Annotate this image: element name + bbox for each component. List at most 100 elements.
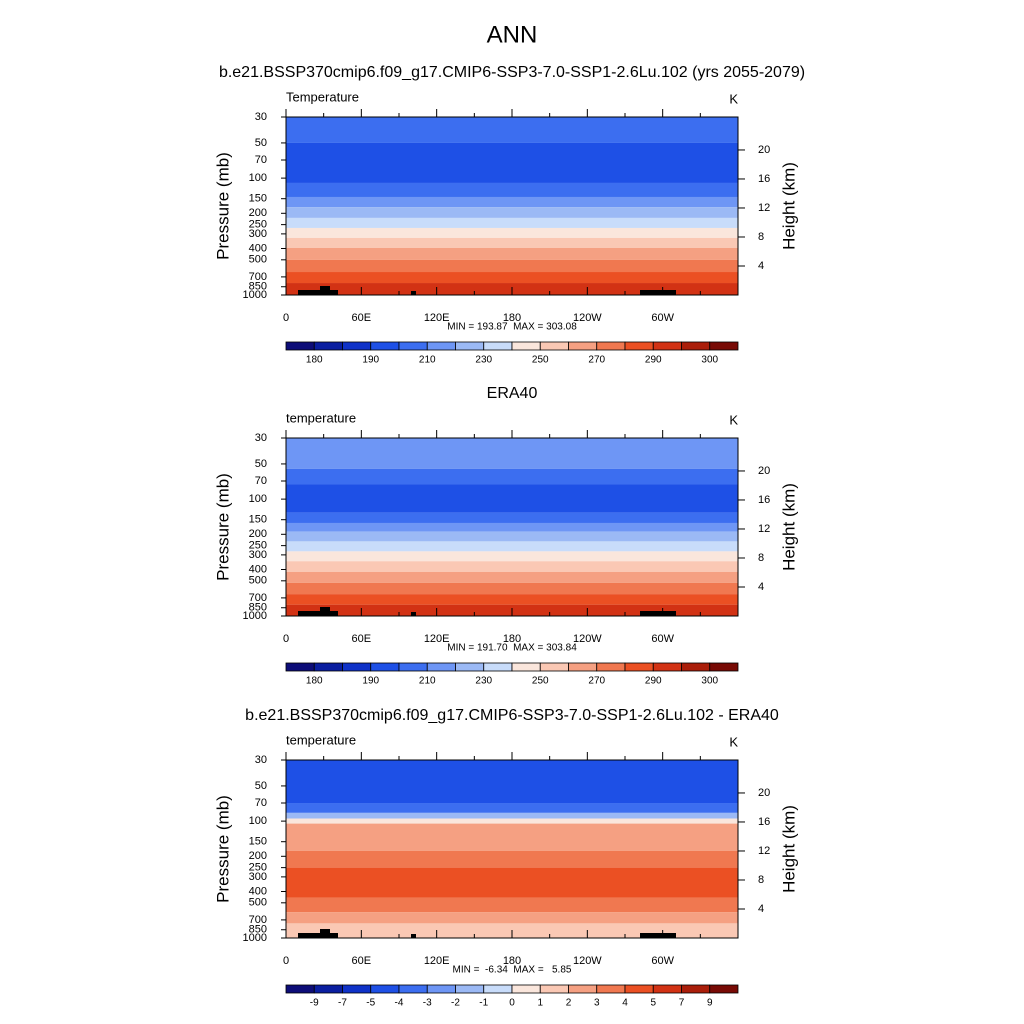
contour-band — [286, 561, 738, 572]
colorbar-label: 190 — [362, 355, 379, 366]
y2-tick-label: 16 — [758, 816, 770, 828]
contour-band — [286, 582, 738, 595]
x-tick-label: 0 — [283, 633, 289, 645]
y2-tick-label: 16 — [758, 494, 770, 506]
colorbar-label: 300 — [701, 355, 718, 366]
colorbar-box — [709, 341, 739, 351]
colorbar-box — [624, 341, 654, 351]
y-tick-label: 70 — [255, 797, 267, 809]
colorbar-box — [596, 341, 626, 351]
contour-band — [286, 912, 738, 924]
colorbar-box — [652, 984, 682, 994]
y2-axis-label: Height (km) — [779, 805, 798, 893]
contour-band — [286, 850, 738, 868]
x-tick-label: 120W — [573, 633, 602, 645]
y-tick-label: 200 — [249, 850, 267, 862]
y-tick-label: 200 — [249, 528, 267, 540]
colorbar-box — [455, 341, 485, 351]
colorbar-box — [568, 984, 598, 994]
contour-band — [286, 571, 738, 583]
y-tick-label: 30 — [255, 432, 267, 444]
colorbar-box — [313, 984, 343, 994]
colorbar-label: 230 — [475, 676, 492, 687]
y-tick-label: 1000 — [243, 289, 267, 301]
colorbar-box — [624, 662, 654, 672]
y-axis-label: Pressure (mb) — [213, 152, 232, 260]
y-tick-label: 50 — [255, 780, 267, 792]
y-tick-label: 250 — [249, 219, 267, 231]
colorbar-box — [539, 341, 569, 351]
min-max-label: MIN = 191.70 MAX = 303.84 — [447, 643, 577, 654]
topography — [320, 286, 330, 295]
topography — [411, 612, 416, 616]
colorbar-label: 290 — [645, 676, 662, 687]
units-label: K — [729, 734, 738, 749]
colorbar-box — [483, 341, 513, 351]
colorbar-label: -7 — [338, 998, 347, 1009]
colorbar-label: 210 — [419, 676, 436, 687]
colorbar-box — [511, 984, 541, 994]
colorbar-box — [313, 341, 343, 351]
colorbar-box — [285, 662, 315, 672]
y-tick-label: 300 — [249, 549, 267, 561]
y-tick-label: 1000 — [243, 610, 267, 622]
contour-band — [286, 541, 738, 552]
field-label: temperature — [286, 732, 356, 747]
min-max-label: MIN = -6.34 MAX = 5.85 — [453, 965, 572, 976]
colorbar-label: 190 — [362, 676, 379, 687]
topography — [640, 611, 676, 616]
colorbar-box — [398, 341, 428, 351]
y-tick-label: 150 — [249, 193, 267, 205]
topography — [320, 607, 330, 616]
contour-band — [286, 468, 738, 485]
colorbar-box — [398, 662, 428, 672]
colorbar-box — [624, 984, 654, 994]
colorbar-box — [652, 662, 682, 672]
contour-band — [286, 522, 738, 532]
y-tick-label: 700 — [249, 592, 267, 604]
panel-title: b.e21.BSSP370cmip6.f09_g17.CMIP6-SSP3-7.… — [219, 64, 805, 81]
topography — [298, 611, 338, 616]
colorbar-label: 2 — [566, 998, 572, 1009]
min-max-label: MIN = 193.87 MAX = 303.08 — [447, 322, 577, 333]
colorbar-label: 5 — [650, 998, 656, 1009]
colorbar-box — [568, 341, 598, 351]
topography — [411, 934, 416, 938]
colorbar-label: -3 — [423, 998, 432, 1009]
colorbar-label: -4 — [395, 998, 404, 1009]
units-label: K — [729, 91, 738, 106]
y2-tick-label: 12 — [758, 523, 770, 535]
contour-band — [286, 484, 738, 513]
contour-band — [286, 217, 738, 228]
y-tick-label: 70 — [255, 475, 267, 487]
contour-band — [286, 247, 738, 260]
colorbar-label: -2 — [451, 998, 460, 1009]
topography — [640, 933, 676, 938]
panel-title: b.e21.BSSP370cmip6.f09_g17.CMIP6-SSP3-7.… — [245, 707, 779, 724]
colorbar-box — [511, 341, 541, 351]
field-label: temperature — [286, 410, 356, 425]
y2-tick-label: 8 — [758, 552, 764, 564]
x-tick-label: 0 — [283, 312, 289, 324]
field-label: Temperature — [286, 89, 359, 104]
y-tick-label: 700 — [249, 914, 267, 926]
colorbar-label: 210 — [419, 355, 436, 366]
topography — [298, 290, 338, 295]
colorbar-box — [285, 341, 315, 351]
contour-band — [286, 760, 738, 804]
y2-axis-label: Height (km) — [779, 483, 798, 571]
colorbar-box — [342, 662, 372, 672]
y-tick-label: 1000 — [243, 932, 267, 944]
contour-band — [286, 823, 738, 851]
y-tick-label: 100 — [249, 172, 267, 184]
contour-band — [286, 117, 738, 143]
contour-band — [286, 142, 738, 183]
x-tick-label: 180 — [503, 955, 521, 967]
y-tick-label: 100 — [249, 815, 267, 827]
colorbar-box — [285, 984, 315, 994]
contour-band — [286, 272, 738, 284]
contour-band — [286, 259, 738, 273]
y-tick-label: 850 — [249, 924, 267, 936]
y-tick-label: 300 — [249, 228, 267, 240]
